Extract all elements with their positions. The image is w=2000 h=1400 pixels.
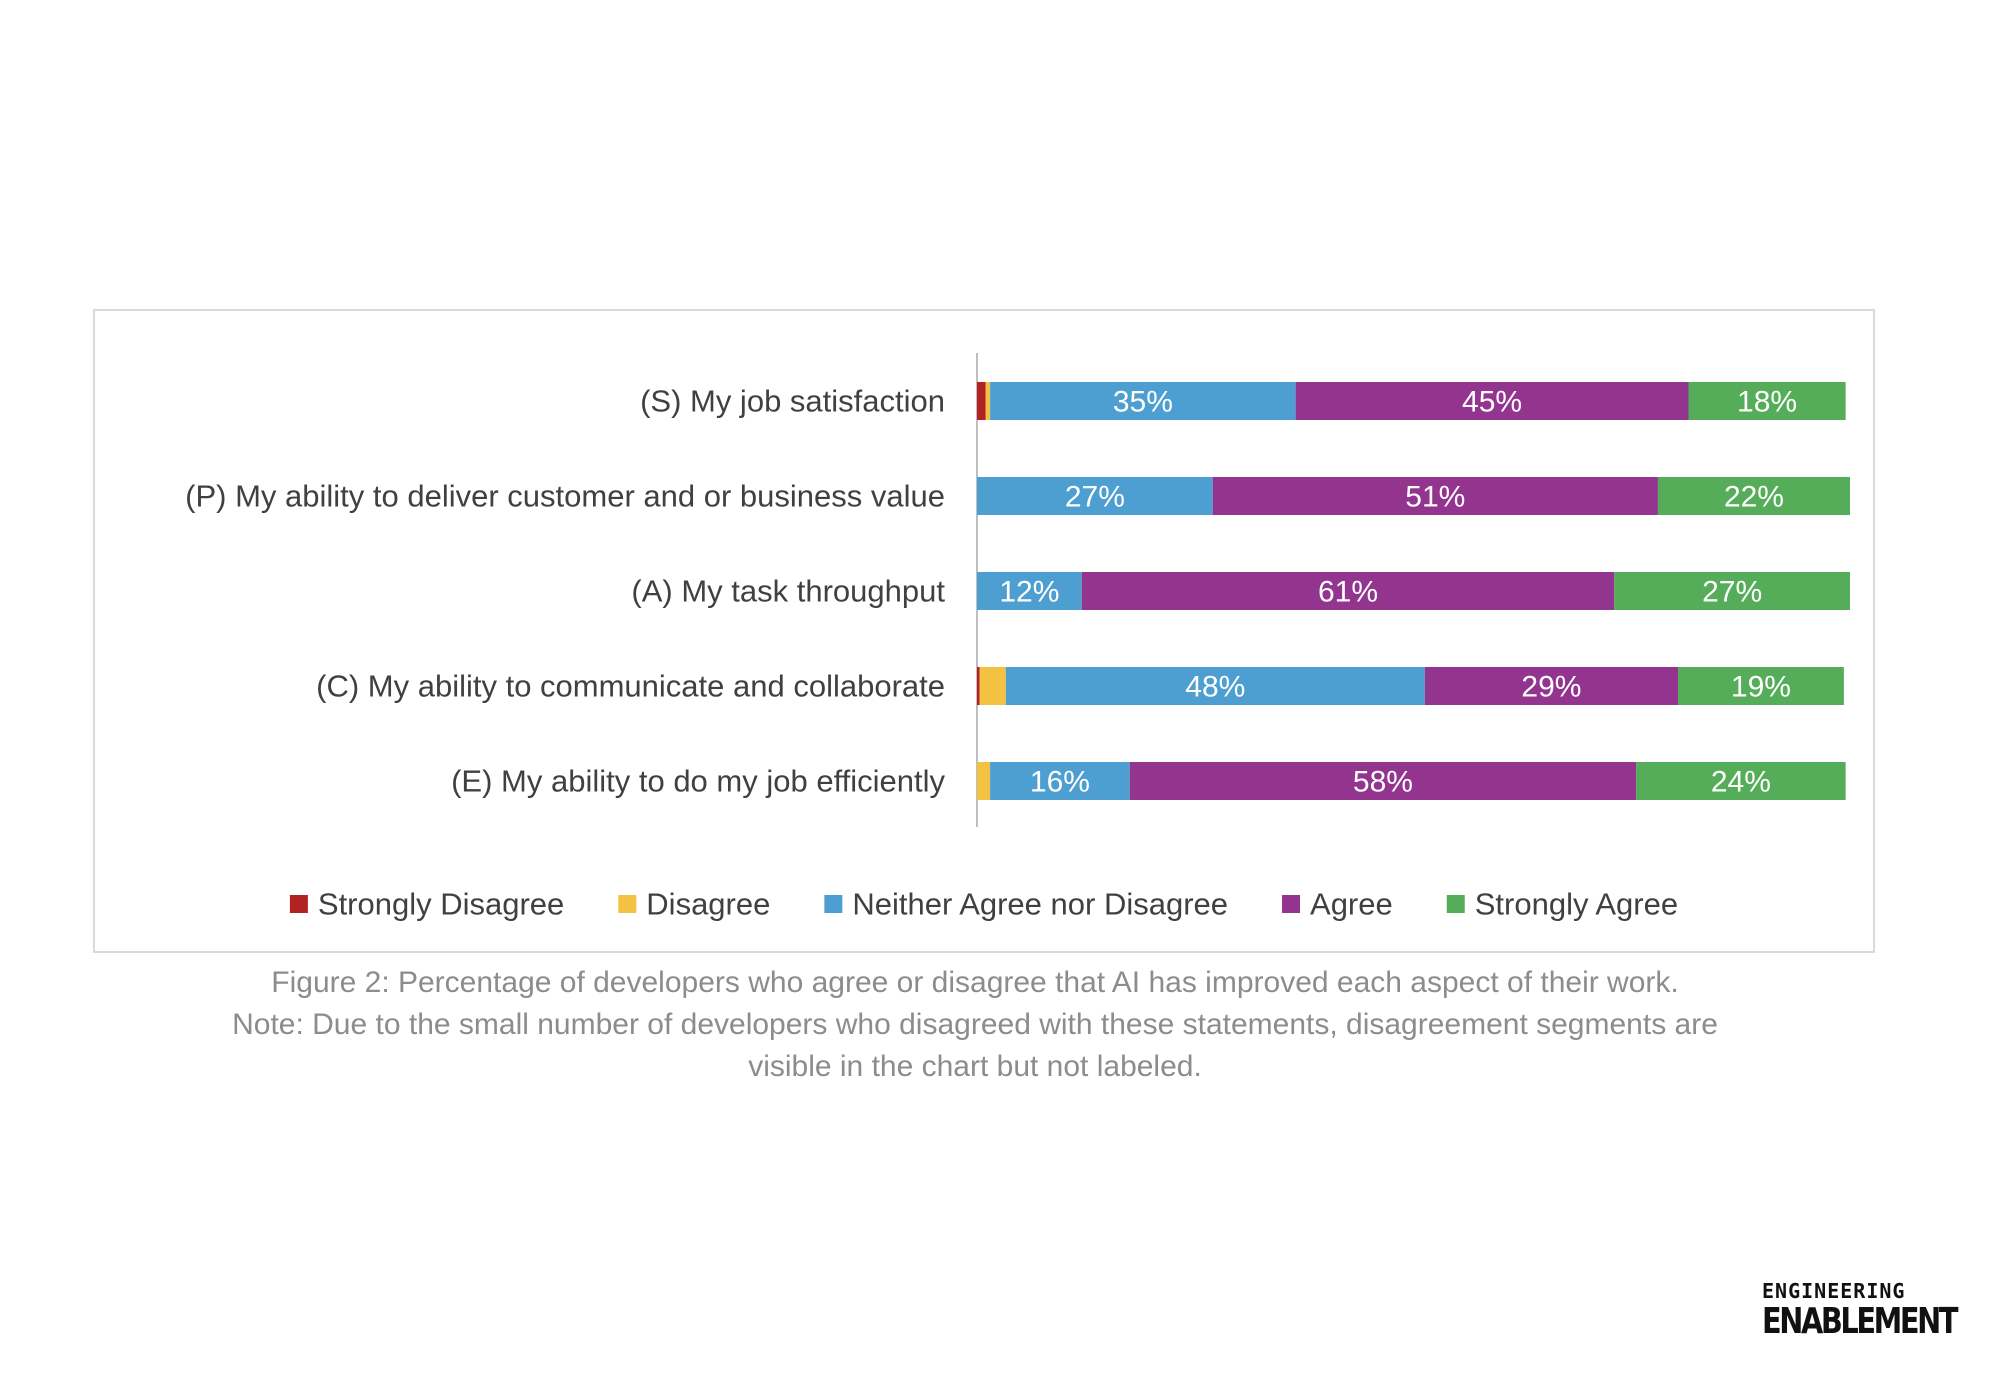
data-label: 48% — [1185, 671, 1245, 704]
figure-caption: Figure 2: Percentage of developers who a… — [120, 962, 1830, 1088]
legend-item-strongly-disagree: Strongly Disagree — [289, 887, 564, 922]
category-label: (E) My ability to do my job efficiently — [451, 764, 945, 799]
data-label: 19% — [1731, 671, 1791, 704]
legend-item-neither-agree-nor-disagree: Neither Agree nor Disagree — [824, 887, 1228, 922]
data-label: 16% — [1030, 766, 1090, 799]
bar-segment-strongly-disagree — [977, 667, 980, 705]
legend-label: Neither Agree nor Disagree — [852, 887, 1228, 922]
bar-segment-disagree — [979, 667, 1006, 705]
bar-segment-strongly-agree — [1688, 382, 1846, 420]
bar-segment-agree — [1212, 477, 1658, 515]
legend-label: Strongly Disagree — [318, 887, 564, 922]
bar-segment-agree — [1424, 667, 1679, 705]
data-label: 27% — [1702, 576, 1762, 609]
bar-segment-neither-agree-nor-disagree — [1005, 667, 1425, 705]
bar-segment-agree — [1081, 572, 1615, 610]
category-label: (S) My job satisfaction — [640, 384, 945, 419]
data-label: 22% — [1724, 481, 1784, 514]
legend-label: Agree — [1310, 887, 1393, 922]
bar-segment-agree — [1295, 382, 1689, 420]
bar-segment-strongly-agree — [1614, 572, 1850, 610]
data-label: 12% — [999, 576, 1059, 609]
chart-frame: (S) My job satisfaction 35% 45% 18% (P) My a… — [93, 309, 1875, 953]
data-label: 18% — [1737, 386, 1797, 419]
data-label: 45% — [1462, 386, 1522, 419]
bar-segment-agree — [1129, 762, 1637, 800]
bar-segment-disagree — [977, 762, 991, 800]
data-label: 58% — [1353, 766, 1413, 799]
bar-segment-neither-agree-nor-disagree — [990, 382, 1296, 420]
caption-line-2: Note: Due to the small number of develop… — [232, 1008, 1718, 1041]
bar-segment-neither-agree-nor-disagree — [977, 477, 1213, 515]
bar-segment-strongly-disagree — [977, 382, 986, 420]
data-label: 29% — [1521, 671, 1581, 704]
bar-segment-strongly-agree — [1678, 667, 1844, 705]
legend-item-agree: Agree — [1282, 887, 1393, 922]
legend-swatch — [289, 895, 308, 913]
logo-top-text: ENGINEERING — [1762, 1279, 1906, 1303]
engineering-enablement-logo: ENGINEERING ENABLEMENT — [1762, 1279, 1959, 1342]
legend-item-disagree: Disagree — [618, 887, 770, 922]
category-label: (P) My ability to deliver customer and o… — [185, 479, 945, 514]
data-label: 35% — [1113, 386, 1173, 419]
caption-line-3: visible in the chart but not labeled. — [748, 1050, 1202, 1083]
bar-segment-disagree — [985, 382, 991, 420]
caption-line-1: Figure 2: Percentage of developers who a… — [271, 966, 1679, 999]
bar-segment-strongly-agree — [1636, 762, 1846, 800]
logo-bottom-text: ENABLEMENT — [1762, 1301, 1959, 1342]
data-label: 24% — [1711, 766, 1771, 799]
legend-label: Strongly Agree — [1475, 887, 1678, 922]
category-label: (A) My task throughput — [631, 574, 945, 609]
bar-segment-strongly-agree — [1657, 477, 1850, 515]
legend-item-strongly-agree: Strongly Agree — [1446, 887, 1678, 922]
data-label: 27% — [1065, 481, 1125, 514]
legend-swatch — [1282, 895, 1301, 913]
bar-segment-neither-agree-nor-disagree — [977, 572, 1082, 610]
legend-swatch — [618, 895, 637, 913]
legend-swatch — [824, 895, 843, 913]
bar-segment-neither-agree-nor-disagree — [990, 762, 1130, 800]
legend-label: Disagree — [646, 887, 770, 922]
stacked-bar-chart: (S) My job satisfaction 35% 45% 18% (P) My a… — [185, 353, 1850, 922]
data-label: 51% — [1405, 481, 1465, 514]
data-label: 61% — [1318, 576, 1378, 609]
category-label: (C) My ability to communicate and collab… — [316, 669, 945, 704]
legend-swatch — [1446, 895, 1465, 913]
